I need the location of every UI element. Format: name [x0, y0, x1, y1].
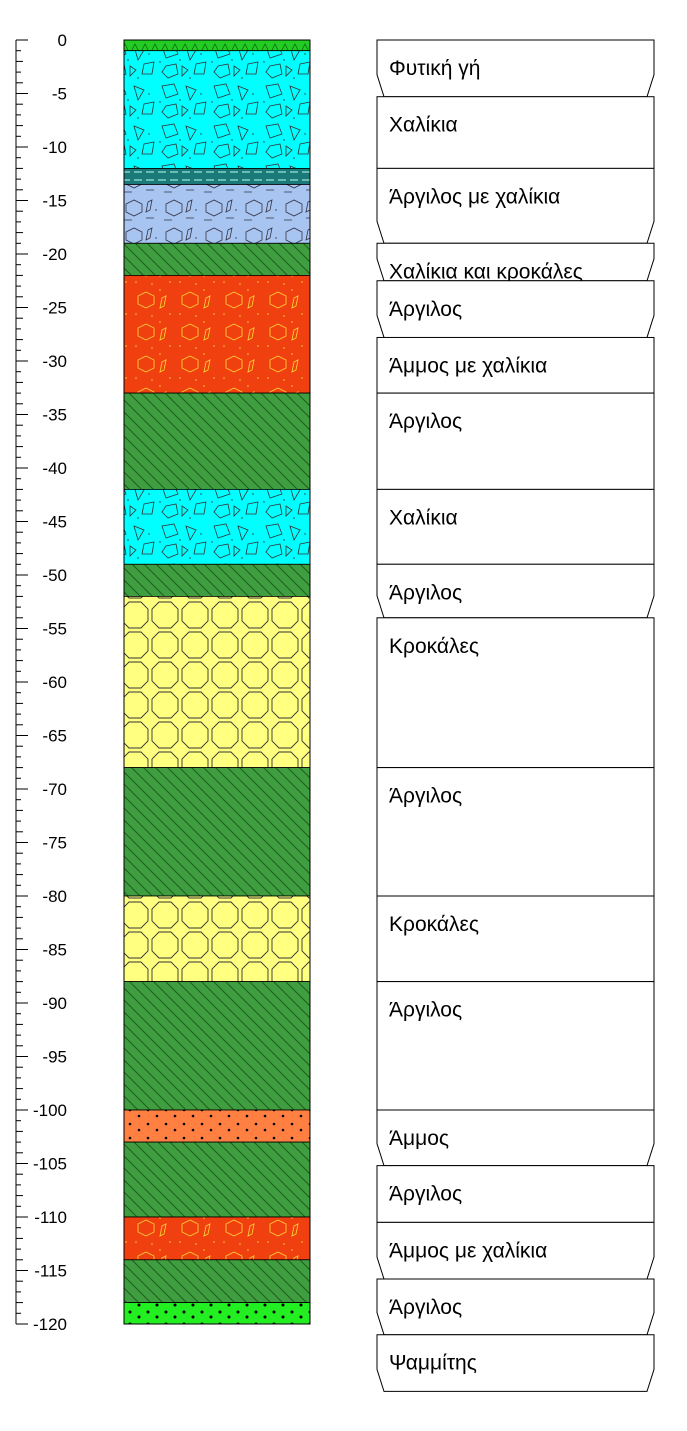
layer-dashes: [123, 167, 311, 185]
description-box: Άμμος: [376, 1109, 655, 1167]
description-frame: [376, 96, 655, 169]
layer-sandstone: [123, 1302, 311, 1325]
description-label: Χαλίκια και κροκάλες: [389, 260, 583, 283]
description-box: Κροκάλες: [376, 617, 655, 769]
description-box: Άμμος με χαλίκια: [376, 1221, 655, 1280]
depth-tick-label: -105: [33, 1155, 67, 1174]
description-label: Κροκάλες: [389, 913, 479, 936]
description-label: Άργιλος: [389, 785, 462, 808]
description-box: Χαλίκια: [376, 488, 655, 565]
description-box: Χαλίκια και κροκάλες: [376, 242, 655, 283]
layer-clay: [123, 1141, 311, 1218]
depth-tick-label: -110: [34, 1208, 67, 1227]
layer-boulders: [123, 895, 311, 982]
description-box: Άργιλος: [376, 981, 655, 1111]
description-frame: [376, 617, 655, 769]
depth-tick-label: -80: [42, 887, 67, 906]
depth-tick-label: -10: [42, 138, 67, 157]
depth-tick-label: -50: [42, 566, 67, 585]
depth-tick-label: -40: [42, 459, 67, 478]
depth-tick-label: -85: [42, 941, 67, 960]
layer-grass: [123, 39, 311, 52]
description-box: Άργιλος με χαλίκια: [376, 167, 655, 244]
depth-tick-label: -15: [42, 192, 67, 211]
lithology-column: [123, 39, 311, 1325]
description-label: Χαλίκια: [389, 114, 458, 137]
depth-tick-label: -120: [33, 1315, 67, 1334]
description-box: Άργιλος: [376, 767, 655, 897]
depth-tick-label: 0: [58, 31, 67, 50]
description-label: Άργιλος: [389, 999, 462, 1022]
layer-clay: [123, 242, 311, 276]
description-box: Άργιλος: [376, 280, 655, 338]
layer-sand: [123, 1109, 311, 1143]
description-frame: [376, 488, 655, 565]
layer-clay-gravel: [123, 184, 311, 244]
description-label: Άργιλος με χαλίκια: [389, 185, 560, 208]
description-frame: [376, 895, 655, 983]
depth-tick-label: -55: [42, 620, 67, 639]
description-label: Άργιλος: [389, 1183, 462, 1206]
layer-boulders: [123, 596, 311, 769]
description-label: Άργιλος: [389, 298, 462, 321]
description-label: Φυτική γή: [389, 57, 480, 80]
depth-tick-label: -5: [52, 85, 67, 104]
description-box: Κροκάλες: [376, 895, 655, 983]
layer-gravel: [123, 488, 311, 565]
description-frame: [376, 981, 655, 1111]
description-box: Ψαμμίτης: [376, 1334, 655, 1392]
depth-tick-label: -60: [42, 673, 67, 692]
description-label: Άργιλος: [389, 410, 462, 433]
description-box: Φυτική γή: [376, 39, 655, 98]
depth-tick-label: -115: [34, 1262, 67, 1281]
description-label: Άργιλος: [389, 581, 462, 604]
description-box: Χαλίκια: [376, 96, 655, 169]
description-box: Άργιλος: [376, 1278, 655, 1336]
description-frame: [376, 392, 655, 490]
description-frame: [376, 767, 655, 897]
layer-sand-gravel: [123, 1216, 311, 1261]
description-frame: [376, 1165, 655, 1223]
layer-sand-gravel: [123, 274, 311, 394]
layer-gravel: [123, 50, 311, 169]
depth-tick-label: -20: [42, 245, 67, 264]
description-label: Κροκάλες: [389, 635, 479, 658]
layer-clay: [123, 563, 311, 597]
depth-tick-label: -70: [42, 780, 67, 799]
description-box: Άργιλος: [376, 563, 655, 619]
description-box: Άργιλος: [376, 1165, 655, 1223]
description-column: Φυτική γή Χαλίκια Άργιλος με χαλίκια Χαλίκι…: [376, 39, 655, 1392]
description-label: Άμμος με χαλίκια: [389, 354, 547, 377]
depth-tick-label: -95: [42, 1048, 67, 1067]
layer-clay: [123, 767, 311, 897]
description-label: Ψαμμίτης: [389, 1352, 477, 1375]
column-border: [123, 39, 311, 1325]
layer-clay: [123, 981, 311, 1111]
layer-clay: [123, 392, 311, 490]
description-frame: [376, 336, 655, 394]
description-box: Άμμος με χαλίκια: [376, 336, 655, 394]
depth-axis: 0 -5 -10 -15 -20 -25 -30 -35 -40 -45 -50 -55 -60 -65 -…: [15, 31, 67, 1334]
description-box: Άργιλος: [376, 392, 655, 490]
description-label: Άργιλος: [389, 1296, 462, 1319]
description-label: Χαλίκια: [389, 506, 458, 529]
depth-tick-label: -25: [42, 299, 67, 318]
description-label: Άμμος: [389, 1127, 449, 1150]
depth-tick-label: -45: [42, 513, 67, 532]
description-frame: [376, 1334, 655, 1392]
depth-tick-label: -100: [33, 1101, 67, 1120]
depth-tick-label: -75: [42, 834, 67, 853]
depth-tick-label: -65: [42, 727, 67, 746]
layer-clay: [123, 1259, 311, 1304]
depth-tick-label: -90: [42, 994, 67, 1013]
depth-tick-label: -35: [42, 406, 67, 425]
depth-tick-label: -30: [42, 352, 67, 371]
description-label: Άμμος με χαλίκια: [389, 1239, 547, 1262]
